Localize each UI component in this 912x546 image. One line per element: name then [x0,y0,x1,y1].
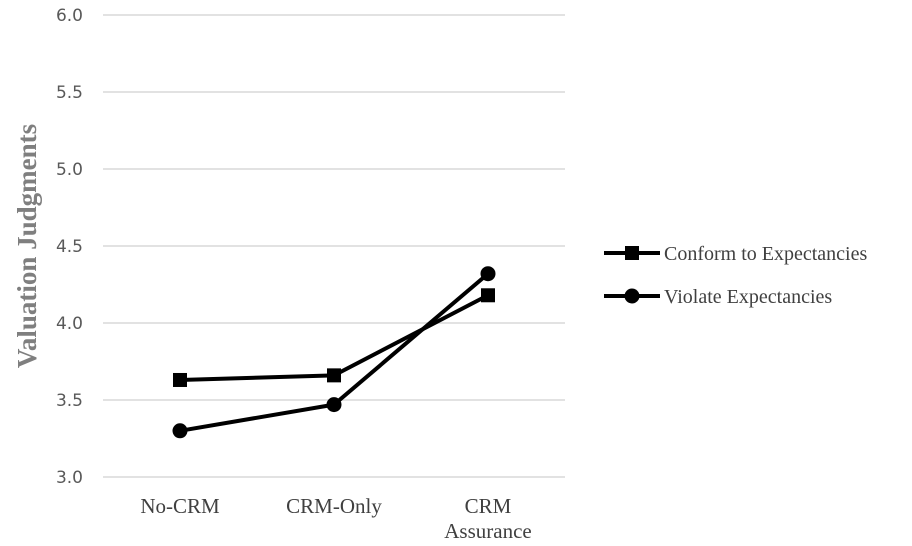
data-point [326,397,342,413]
legend-entry: Conform to Expectancies [604,243,867,265]
y-axis-label: Valuation Judgments [12,124,42,368]
y-tick-label: 3.0 [56,468,83,488]
legend: Conform to Expectancies Violate Expectanc… [604,243,867,308]
legend-label: Violate Expectancies [664,286,832,308]
series-layer [172,266,496,439]
legend-marker [625,246,639,260]
y-tick-label: 4.0 [56,314,83,334]
y-tick-label: 4.5 [56,237,83,257]
legend-label: Conform to Expectancies [664,243,867,265]
x-category-label: CRM-Only [286,494,382,518]
data-point [327,368,341,383]
x-category-label: Assurance [444,519,531,543]
y-tick-label: 6.0 [56,6,83,26]
series-line [179,293,489,382]
legend-entry: Violate Expectancies [604,286,832,308]
data-point [172,423,188,439]
y-axis-ticks: 3.0 3.5 4.0 4.5 5.0 5.5 6.0 [56,6,83,488]
series-1 [173,288,495,387]
y-tick-label: 3.5 [56,391,83,411]
y-tick-label: 5.0 [56,160,83,180]
x-category-label: CRM [465,494,512,518]
gridlines [103,14,565,478]
x-category-label: No-CRM [140,494,220,518]
data-point [173,372,187,387]
series-2 [172,266,496,439]
data-point [480,266,496,282]
data-point [481,288,495,303]
y-tick-label: 5.5 [56,83,83,103]
legend-marker [624,288,640,304]
